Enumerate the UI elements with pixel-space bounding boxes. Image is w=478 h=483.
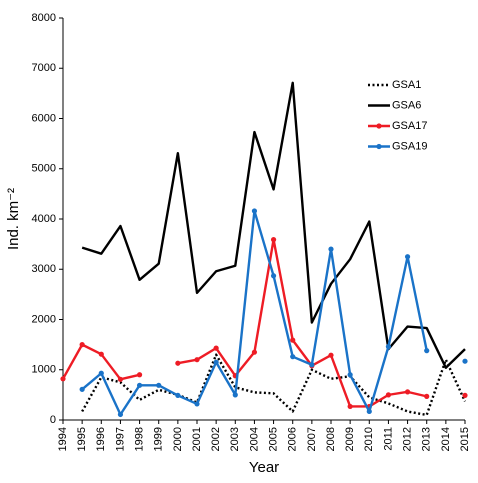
- data-point: [136, 382, 143, 388]
- data-point: [309, 362, 315, 368]
- data-point: [251, 349, 258, 355]
- data-point: [424, 348, 430, 354]
- data-point: [194, 401, 200, 407]
- data-point: [424, 393, 430, 399]
- x-tick-label: 1996: [95, 427, 107, 451]
- data-point: [156, 382, 162, 388]
- data-point: [385, 392, 392, 398]
- data-point: [347, 403, 353, 410]
- data-point: [232, 392, 238, 398]
- data-point: [404, 254, 411, 260]
- legend-label: GSA1: [392, 79, 421, 91]
- series-line: [177, 238, 427, 408]
- data-point: [136, 372, 143, 378]
- y-tick-label: 4000: [32, 213, 56, 225]
- data-point: [270, 273, 277, 279]
- data-point: [60, 376, 66, 382]
- x-tick-label: 2000: [172, 427, 184, 451]
- x-tick-label: 2002: [210, 427, 222, 451]
- x-tick-label: 2015: [459, 427, 471, 451]
- data-point: [270, 237, 277, 243]
- x-tick-label: 2011: [382, 427, 394, 451]
- y-tick-label: 1000: [32, 364, 56, 376]
- data-point: [213, 359, 219, 365]
- y-tick-label: 8000: [32, 12, 56, 24]
- data-point: [175, 360, 181, 366]
- data-point: [79, 386, 85, 392]
- x-axis-title: Year: [249, 459, 279, 476]
- legend-marker: [376, 143, 382, 150]
- x-tick-label: 2006: [287, 427, 299, 451]
- x-tick-label: 2004: [248, 427, 260, 451]
- data-point: [251, 208, 258, 214]
- data-point: [213, 345, 219, 351]
- data-point: [79, 342, 85, 348]
- x-tick-label: 1999: [153, 427, 165, 451]
- series-line: [81, 353, 467, 417]
- series-line: [81, 209, 428, 416]
- x-tick-label: 2009: [344, 427, 356, 451]
- y-tick-label: 3000: [32, 263, 56, 275]
- legend-label: GSA6: [392, 99, 421, 111]
- data-point: [98, 370, 104, 376]
- data-point: [347, 372, 353, 378]
- data-point: [366, 408, 372, 415]
- data-point: [462, 358, 468, 364]
- x-tick-label: 1997: [114, 427, 126, 451]
- y-tick-label: 2000: [32, 313, 56, 325]
- data-point: [194, 357, 200, 363]
- data-point: [385, 344, 392, 350]
- x-tick-label: 2003: [229, 427, 241, 451]
- x-tick-label: 2013: [421, 427, 433, 451]
- x-tick-label: 1995: [76, 427, 88, 451]
- y-tick-label: 5000: [32, 163, 56, 175]
- legend-label: GSA19: [392, 140, 427, 152]
- x-tick-label: 2008: [325, 427, 337, 451]
- x-tick-label: 2012: [401, 427, 413, 451]
- y-tick-label: 6000: [32, 112, 56, 124]
- x-tick-label: 1998: [133, 427, 145, 451]
- data-point: [175, 392, 181, 398]
- data-point: [462, 392, 468, 398]
- data-point: [98, 351, 104, 357]
- x-tick-label: 1994: [57, 427, 69, 451]
- data-point: [404, 389, 411, 395]
- data-point: [328, 352, 334, 358]
- legend-marker: [376, 123, 382, 129]
- x-tick-label: 2005: [267, 427, 279, 451]
- x-tick-label: 2007: [306, 427, 318, 451]
- x-tick-label: 2014: [440, 427, 452, 451]
- series-line: [81, 81, 466, 369]
- y-axis-title: Ind. km⁻²: [5, 188, 22, 250]
- data-point: [117, 411, 124, 418]
- legend-label: GSA17: [392, 120, 427, 132]
- x-tick-label: 2001: [191, 427, 203, 451]
- y-tick-label: 0: [50, 414, 56, 426]
- data-point: [290, 337, 296, 343]
- data-point: [117, 376, 124, 382]
- y-tick-label: 7000: [32, 62, 56, 74]
- data-point: [328, 246, 334, 252]
- data-point: [290, 354, 296, 360]
- x-tick-label: 2010: [363, 427, 375, 451]
